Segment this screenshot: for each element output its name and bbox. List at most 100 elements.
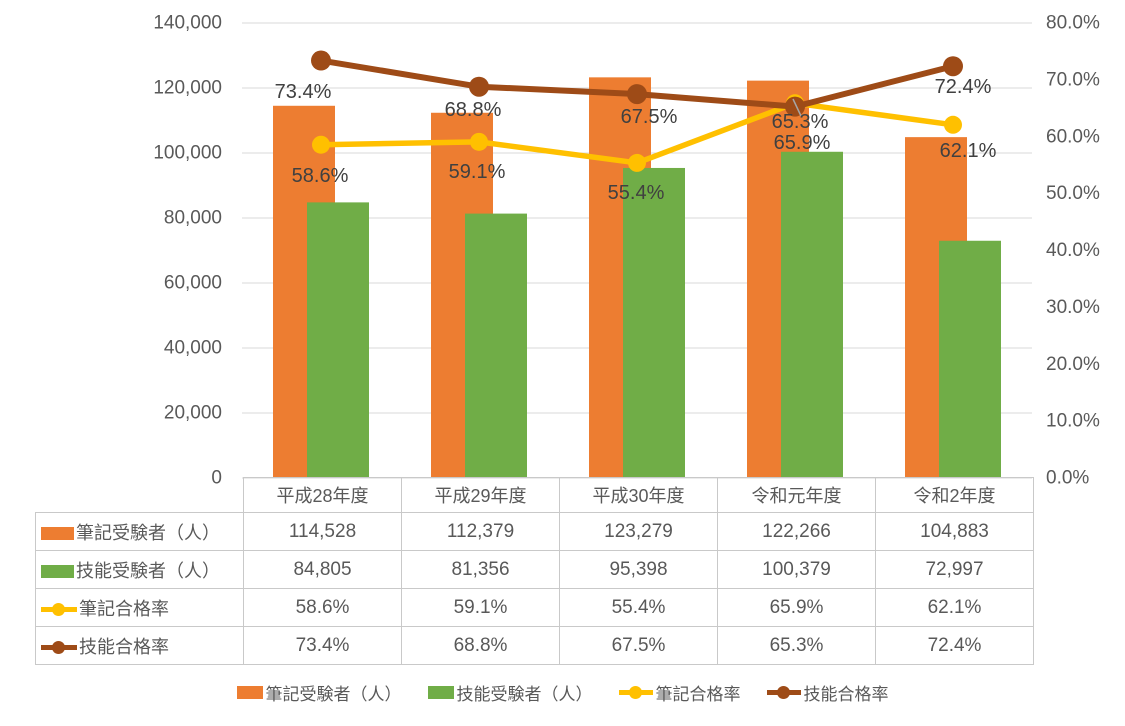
data-label: 68.8% [445, 99, 502, 121]
orange-bar-swatch-icon [41, 526, 74, 540]
row-label-skill-examinees: 技能受験者（人） [35, 550, 244, 589]
table-cell: 73.4% [243, 626, 402, 665]
data-table: 平成28年度 平成29年度 平成30年度 令和元年度 令和2年度 筆記受験者（人… [35, 477, 1034, 665]
table-cell: 72,997 [875, 550, 1034, 589]
data-label: 72.4% [935, 76, 992, 98]
legend-item-skill-pass-rate: 技能合格率 [766, 680, 889, 705]
row-label-text: 技能合格率 [79, 636, 169, 657]
data-label: 65.3% [772, 111, 829, 133]
data-label: 73.4% [275, 81, 332, 103]
bar-skill-examinees [781, 151, 843, 478]
y-axis-right-tick-label: 30.0% [1046, 297, 1100, 318]
table-cell: 84,805 [243, 550, 402, 589]
y-axis-left-tick-label: 100,000 [153, 143, 222, 164]
green-bar-swatch-icon [427, 686, 454, 699]
table-cell: 58.6% [243, 588, 402, 627]
data-label: 65.9% [774, 132, 831, 154]
chart-legend: 筆記受験者（人） 技能受験者（人） 筆記合格率 技能合格率 [0, 680, 1125, 705]
yellow-line-marker-icon [618, 686, 653, 700]
data-label: 59.1% [449, 161, 506, 183]
year-header: 平成28年度 [243, 477, 402, 513]
legend-item-written-pass-rate: 筆記合格率 [618, 680, 741, 705]
table-cell: 104,883 [875, 512, 1034, 551]
row-label-text: 技能受験者（人） [76, 560, 220, 581]
y-axis-right-tick-label: 50.0% [1046, 183, 1100, 204]
row-label-written-pass-rate: 筆記合格率 [35, 588, 244, 627]
bar-skill-examinees [307, 202, 369, 479]
table-cell: 67.5% [559, 626, 718, 665]
y-axis-right-tick-label: 70.0% [1046, 69, 1100, 90]
table-cell: 112,379 [401, 512, 560, 551]
table-cell: 122,266 [717, 512, 876, 551]
table-cell: 55.4% [559, 588, 718, 627]
y-axis-right-tick-label: 0.0% [1046, 468, 1089, 489]
data-label: 67.5% [621, 106, 678, 128]
y-axis-right-tick-label: 10.0% [1046, 411, 1100, 432]
table-cell: 68.8% [401, 626, 560, 665]
table-row-written-examinees: 筆記受験者（人） 114,528 112,379 123,279 122,266… [35, 512, 1034, 551]
year-header: 令和2年度 [875, 477, 1034, 513]
y-axis-right-tick-label: 40.0% [1046, 240, 1100, 261]
line-point-marker [627, 84, 647, 105]
table-cell: 123,279 [559, 512, 718, 551]
brown-line-marker-icon [766, 686, 801, 700]
line-point-marker [628, 153, 646, 172]
data-label: 58.6% [292, 165, 349, 187]
line-point-marker [943, 56, 963, 77]
table-cell: 100,379 [717, 550, 876, 589]
table-cell: 59.1% [401, 588, 560, 627]
line-point-marker [469, 76, 489, 97]
bar-skill-examinees [623, 167, 685, 479]
y-axis-right-tick-label: 60.0% [1046, 126, 1100, 147]
table-corner-blank [36, 478, 244, 513]
data-label: 62.1% [940, 140, 997, 162]
y-axis-left-tick-label: 20,000 [164, 403, 222, 424]
table-cell: 62.1% [875, 588, 1034, 627]
row-label-text: 筆記合格率 [79, 598, 169, 619]
data-label: 55.4% [608, 182, 665, 204]
row-label-written-examinees: 筆記受験者（人） [35, 512, 244, 551]
year-header: 平成29年度 [401, 477, 560, 513]
legend-label: 技能合格率 [803, 685, 889, 704]
row-label-skill-pass-rate: 技能合格率 [35, 626, 244, 665]
legend-label: 筆記受験者（人） [265, 685, 402, 704]
bar-skill-examinees [939, 240, 1001, 478]
table-cell: 95,398 [559, 550, 718, 589]
brown-line-marker-icon [41, 641, 77, 655]
legend-label: 技能受験者（人） [456, 685, 593, 704]
legend-item-skill-examinees: 技能受験者（人） [427, 680, 593, 705]
y-axis-left-tick-label: 80,000 [164, 208, 222, 229]
table-cell: 81,356 [401, 550, 560, 589]
line-point-marker [470, 132, 488, 151]
year-header: 令和元年度 [717, 477, 876, 513]
green-bar-swatch-icon [41, 564, 74, 578]
row-label-text: 筆記受験者（人） [76, 522, 220, 543]
legend-label: 筆記合格率 [655, 685, 741, 704]
orange-bar-swatch-icon [236, 686, 263, 699]
y-axis-left-tick-label: 140,000 [153, 13, 222, 34]
bar-skill-examinees [465, 213, 527, 478]
year-header: 平成30年度 [559, 477, 718, 513]
y-axis-left-tick-label: 120,000 [153, 78, 222, 99]
table-row-skill-examinees: 技能受験者（人） 84,805 81,356 95,398 100,379 72… [35, 550, 1034, 589]
line-point-marker [944, 115, 962, 134]
y-axis-right-tick-label: 20.0% [1046, 354, 1100, 375]
line-point-marker [311, 50, 331, 71]
y-axis-left-tick-label: 60,000 [164, 273, 222, 294]
table-cell: 65.9% [717, 588, 876, 627]
data-label-leader-line [792, 98, 802, 117]
yellow-line-marker-icon [41, 603, 77, 617]
table-cell: 72.4% [875, 626, 1034, 665]
y-axis-left-tick-label: 0 [211, 468, 222, 489]
line-point-marker [785, 96, 805, 117]
table-row-written-pass-rate: 筆記合格率 58.6% 59.1% 55.4% 65.9% 62.1% [35, 588, 1034, 627]
table-cell: 65.3% [717, 626, 876, 665]
table-header-row: 平成28年度 平成29年度 平成30年度 令和元年度 令和2年度 [36, 477, 1034, 513]
table-row-skill-pass-rate: 技能合格率 73.4% 68.8% 67.5% 65.3% 72.4% [35, 626, 1034, 665]
table-cell: 114,528 [243, 512, 402, 551]
y-axis-left-tick-label: 40,000 [164, 338, 222, 359]
line-point-marker [312, 135, 330, 154]
legend-item-written-examinees: 筆記受験者（人） [236, 680, 402, 705]
